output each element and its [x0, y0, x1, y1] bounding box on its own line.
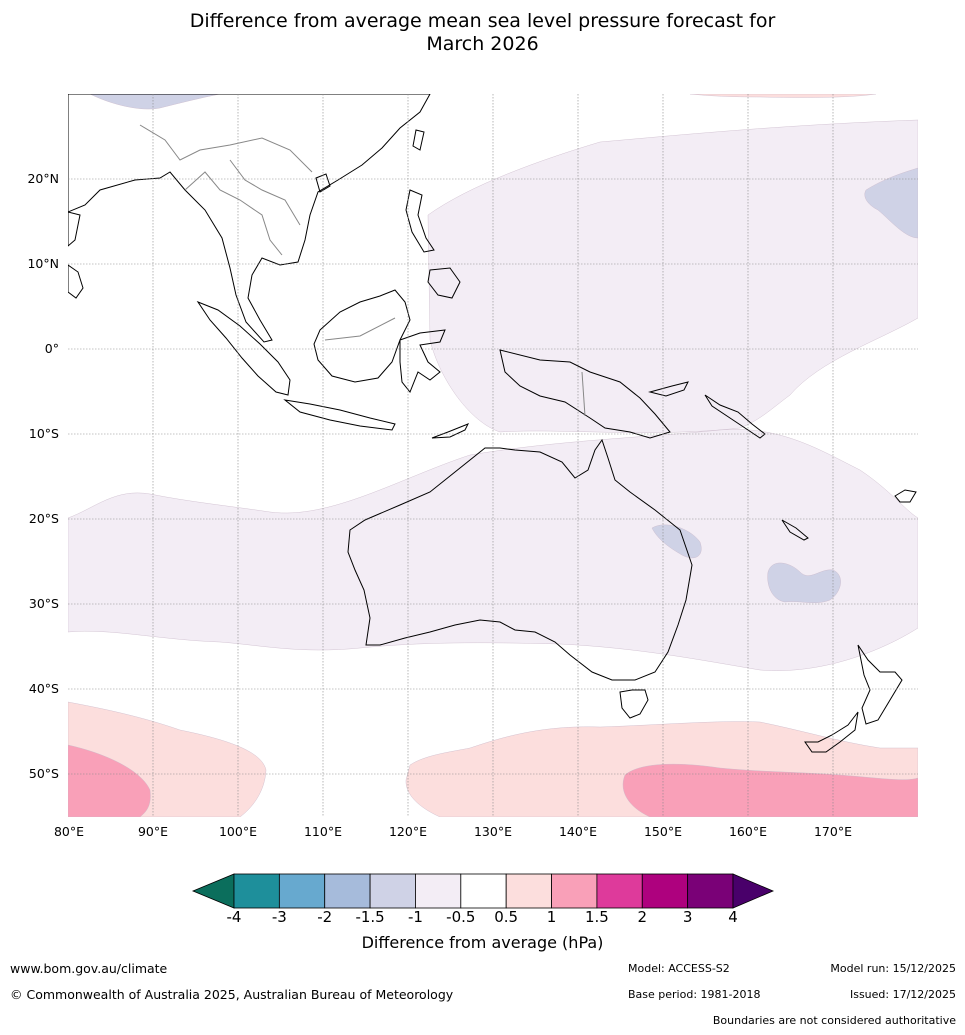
colorbar-segment [415, 873, 462, 909]
land-new-britain [648, 381, 689, 397]
land-tasmania [619, 689, 649, 719]
land-hainan [315, 173, 331, 193]
country-borders [139, 124, 586, 417]
border-png-indonesia [581, 371, 586, 417]
lat-label-10n: 10°N [27, 256, 59, 271]
lon-label-120e: 120°E [389, 824, 427, 839]
land-mindanao [427, 267, 461, 299]
colorbar-tick-label: 1.5 [585, 908, 609, 926]
land-india-edge [68, 211, 81, 247]
border-laos-vietnam [229, 159, 301, 226]
colorbar-arrow-high [732, 873, 775, 909]
footer-model: Model: ACCESS-S2 [628, 962, 730, 975]
colorbar-segment [369, 873, 416, 909]
colorbar-tick-label: 3 [683, 908, 693, 926]
lat-label-40s: 40°S [29, 681, 59, 696]
anomaly-region-coral-sea [767, 562, 841, 603]
border-china-south [139, 124, 313, 173]
lon-label-90e: 90°E [138, 824, 168, 839]
anomaly-region-north-pacific [689, 94, 877, 98]
land-sulawesi [399, 329, 446, 393]
colorbar-tick-label: -0.5 [446, 908, 475, 926]
footer-copyright: © Commonwealth of Australia 2025, Austra… [10, 987, 454, 1002]
title-line-1: Difference from average mean sea level p… [189, 10, 776, 32]
colorbar-segment [233, 873, 280, 909]
colorbar-tick-label: 0.5 [494, 908, 518, 926]
map-title: Difference from average mean sea level p… [0, 10, 965, 56]
colorbar-segment [324, 873, 371, 909]
footer-base-period: Base period: 1981-2018 [628, 988, 761, 1001]
footer-model-run: Model run: 15/12/2025 [830, 962, 956, 975]
colorbar-segment [687, 873, 734, 909]
colorbar-segments [233, 873, 734, 909]
colorbar: -4 -3 -2 -1.5 -1 -0.5 0.5 1 1.5 2 3 4 [191, 873, 775, 926]
border-indochina [184, 171, 283, 256]
colorbar-tick-label: -4 [227, 908, 242, 926]
lat-label-20s: 20°S [29, 511, 59, 526]
land-new-zealand-south [804, 711, 859, 753]
colorbar-tick-label: 2 [637, 908, 647, 926]
lat-label-30s: 30°S [29, 596, 59, 611]
land-new-guinea [499, 349, 671, 439]
colorbar-tick-labels: -4 -3 -2 -1.5 -1 -0.5 0.5 1 1.5 2 3 4 [227, 908, 738, 926]
title-line-2: March 2026 [426, 33, 539, 55]
anomaly-region-tropical-pacific [427, 119, 918, 433]
graticule [68, 94, 918, 817]
colorbar-segment [641, 873, 689, 909]
lat-label-50s: 50°S [29, 766, 59, 781]
lon-label-100e: 100°E [219, 824, 257, 839]
colorbar-tick-label: 1 [547, 908, 557, 926]
lon-label-160e: 160°E [729, 824, 767, 839]
anomaly-region-queensland [651, 524, 702, 559]
land-solomon-islands [704, 394, 766, 439]
lon-label-110e: 110°E [304, 824, 342, 839]
colorbar-segment [460, 873, 507, 909]
footer-issued: Issued: 17/12/2025 [849, 988, 956, 1001]
land-masses [68, 94, 917, 753]
anomaly-region-nw-pacific [864, 167, 918, 239]
lat-label-equator: 0° [45, 341, 59, 356]
map-area [68, 94, 918, 817]
lon-label-170e: 170°E [814, 824, 852, 839]
longitude-labels: 80°E 90°E 100°E 110°E 120°E 130°E 140°E … [54, 824, 852, 839]
footer-website[interactable]: www.bom.gov.au/climate [10, 961, 168, 976]
footer-disclaimer: Boundaries are not considered authoritat… [712, 1014, 956, 1027]
land-fiji [894, 489, 917, 503]
colorbar-segment [596, 873, 643, 909]
land-sri-lanka-edge [68, 264, 84, 299]
anomaly-region-sw-core [68, 744, 151, 817]
land-new-zealand-north [857, 644, 903, 725]
lon-label-80e: 80°E [54, 824, 84, 839]
anomaly-region-south-china [89, 94, 221, 110]
colorbar-tick-label: -1.5 [355, 908, 384, 926]
colorbar-arrow-low [191, 873, 235, 909]
colorbar-tick-label: 4 [728, 908, 738, 926]
border-borneo [324, 317, 396, 341]
land-timor [431, 423, 470, 439]
anomaly-region-southern-ocean-core [622, 763, 918, 817]
land-new-caledonia [781, 519, 809, 541]
lon-label-140e: 140°E [559, 824, 597, 839]
lat-label-20n: 20°N [27, 171, 59, 186]
colorbar-tick-label: -2 [317, 908, 332, 926]
colorbar-segment [278, 873, 326, 909]
land-taiwan [412, 129, 425, 151]
colorbar-title: Difference from average (hPa) [361, 933, 604, 952]
latitude-labels: 20°N 10°N 0° 10°S 20°S 30°S 40°S 50°S [27, 171, 59, 781]
colorbar-segment [551, 873, 598, 909]
land-java [283, 399, 396, 431]
colorbar-tick-label: -1 [408, 908, 423, 926]
colorbar-tick-label: -3 [272, 908, 287, 926]
lat-label-10s: 10°S [29, 426, 59, 441]
lon-label-130e: 130°E [474, 824, 512, 839]
land-mainland-asia [68, 94, 431, 343]
land-australia [347, 438, 693, 681]
land-sumatra [196, 300, 291, 396]
colorbar-segment [505, 873, 552, 909]
lon-label-150e: 150°E [644, 824, 682, 839]
